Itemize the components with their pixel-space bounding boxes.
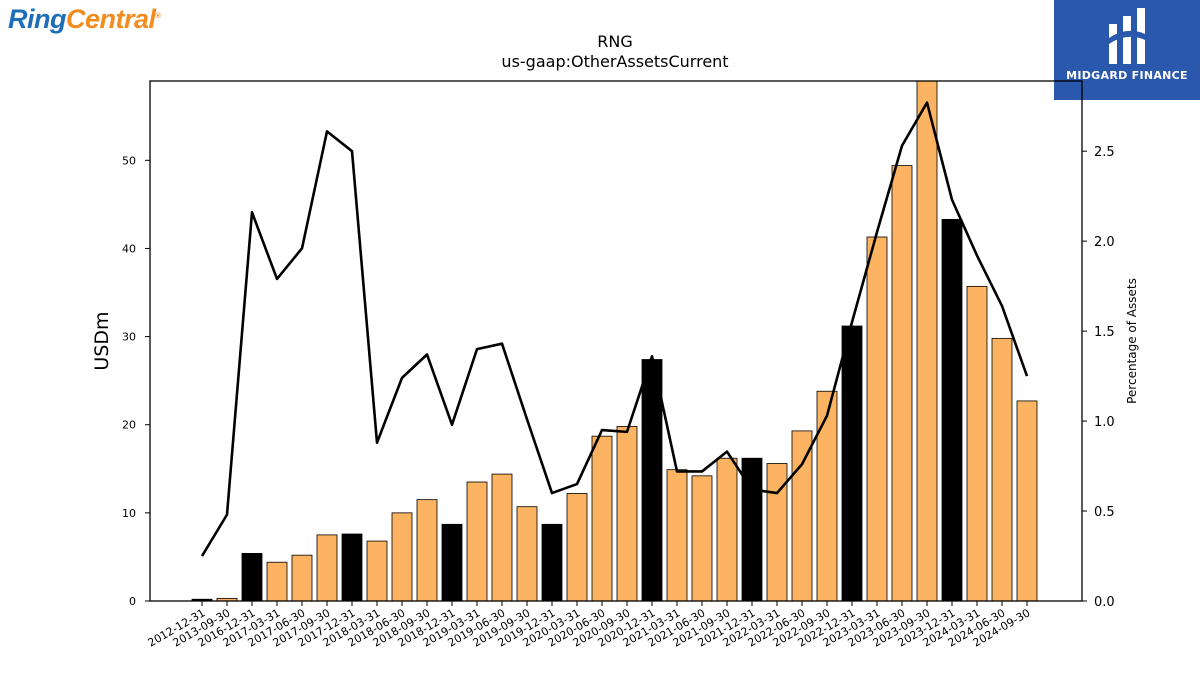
bar	[341, 533, 363, 602]
midgard-mark-icon	[1109, 8, 1145, 64]
bar	[966, 285, 988, 602]
bar	[391, 512, 413, 602]
bar	[891, 165, 913, 602]
bar	[1016, 400, 1038, 602]
midgard-logo-text: MIDGARD FINANCE	[1066, 69, 1188, 82]
y2-tick-label: 0.0	[1094, 595, 1115, 610]
y-tick-label: 10	[122, 507, 136, 520]
y2-tick-label: 1.5	[1094, 325, 1115, 340]
bar	[516, 506, 538, 602]
logo-text-ring: Ring	[8, 4, 67, 34]
midgard-finance-logo: MIDGARD FINANCE	[1054, 0, 1200, 100]
bar	[441, 523, 463, 602]
bar	[941, 218, 963, 602]
bar	[866, 236, 888, 602]
bar	[316, 534, 338, 602]
bar	[291, 554, 313, 602]
chart-subtitle: us-gaap:OtherAssetsCurrent	[501, 52, 729, 71]
bar	[541, 523, 563, 602]
bar	[791, 430, 813, 602]
bar	[616, 426, 638, 602]
bar	[991, 337, 1013, 602]
y-tick-label: 30	[122, 331, 136, 344]
bar	[641, 359, 663, 602]
y2-tick-label: 2.0	[1094, 235, 1115, 250]
y2-tick-label: 1.0	[1094, 415, 1115, 430]
bar	[691, 475, 713, 602]
y-tick-label: 0	[129, 595, 136, 608]
bar	[491, 473, 513, 602]
y2-axis-label: Percentage of Assets	[1125, 278, 1139, 404]
y-tick-label: 50	[122, 154, 136, 167]
bar	[841, 325, 863, 602]
percentage-line	[200, 101, 1029, 557]
plot-frame	[149, 80, 1083, 602]
y-tick-label: 40	[122, 242, 136, 255]
bar	[266, 561, 288, 602]
bar	[716, 457, 738, 602]
y2-tick-label: 2.5	[1094, 145, 1115, 160]
bar	[366, 540, 388, 602]
bar	[416, 499, 438, 602]
y-tick-label: 20	[122, 419, 136, 432]
bar	[566, 493, 588, 602]
y-axis-label: USDm	[91, 311, 113, 370]
bar	[466, 481, 488, 602]
logo-text-central: Central	[66, 4, 156, 34]
chart-title: RNG	[597, 32, 633, 51]
y2-tick-label: 0.5	[1094, 505, 1115, 520]
bar	[816, 390, 838, 602]
bar	[241, 553, 263, 602]
bar	[591, 435, 613, 602]
bar	[666, 469, 688, 602]
bar	[916, 80, 938, 602]
registered-mark: ®	[155, 13, 161, 20]
ringcentral-logo: RingCentral®	[8, 4, 161, 35]
